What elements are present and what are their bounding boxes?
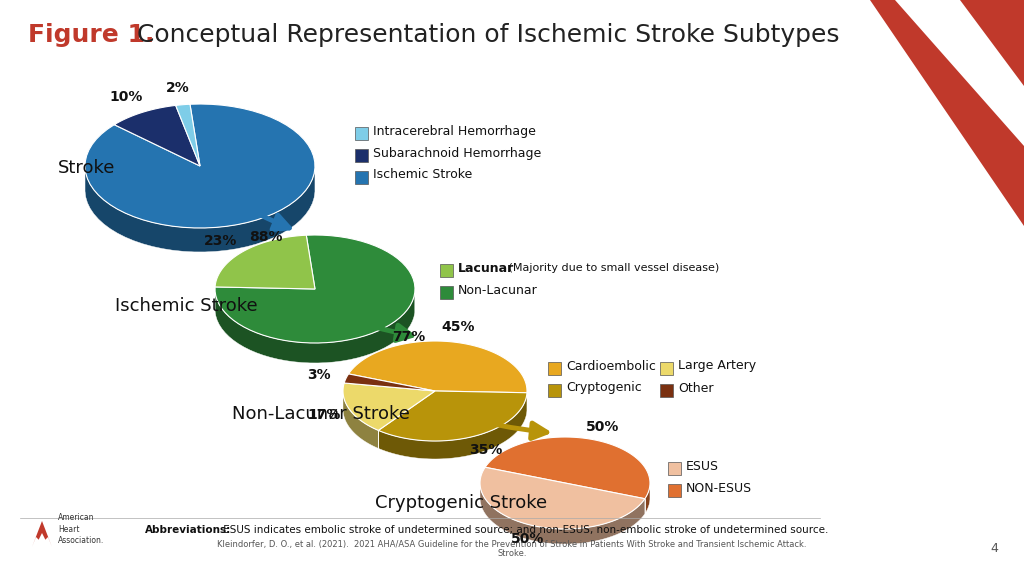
Text: 88%: 88%: [249, 230, 283, 244]
Text: Stroke.: Stroke.: [498, 550, 526, 559]
Text: American
Heart
Association.: American Heart Association.: [58, 513, 104, 545]
Text: Ischemic Stroke: Ischemic Stroke: [115, 297, 258, 315]
Text: 50%: 50%: [511, 532, 544, 546]
Text: Cardioembolic: Cardioembolic: [566, 359, 656, 373]
FancyBboxPatch shape: [660, 384, 673, 397]
Text: Stroke: Stroke: [58, 159, 116, 177]
Polygon shape: [35, 533, 49, 547]
Polygon shape: [961, 0, 1024, 86]
Text: Cryptogenic Stroke: Cryptogenic Stroke: [375, 494, 547, 512]
Text: Intracerebral Hemorrhage: Intracerebral Hemorrhage: [373, 124, 536, 138]
Text: 23%: 23%: [204, 234, 238, 248]
Text: ESUS indicates embolic stroke of undetermined source; and non-ESUS, non-embolic : ESUS indicates embolic stroke of undeter…: [220, 525, 828, 535]
Polygon shape: [348, 341, 527, 393]
Text: ESUS: ESUS: [686, 460, 719, 472]
Text: 35%: 35%: [469, 443, 502, 457]
Text: 77%: 77%: [392, 331, 426, 344]
Text: Non-Lacunar: Non-Lacunar: [458, 283, 538, 297]
Text: 4: 4: [990, 541, 998, 555]
Text: Kleindorfer, D. O., et al. (2021).  2021 AHA/ASA Guideline for the Prevention of: Kleindorfer, D. O., et al. (2021). 2021 …: [217, 540, 807, 548]
Polygon shape: [645, 484, 650, 514]
Text: Lacunar: Lacunar: [458, 262, 514, 275]
Polygon shape: [480, 467, 645, 529]
Polygon shape: [378, 393, 527, 459]
Polygon shape: [480, 484, 645, 544]
FancyBboxPatch shape: [355, 127, 368, 140]
Text: 2%: 2%: [166, 81, 189, 94]
Polygon shape: [343, 383, 435, 430]
Text: Other: Other: [678, 381, 714, 395]
Text: Ischemic Stroke: Ischemic Stroke: [373, 169, 472, 181]
FancyBboxPatch shape: [355, 149, 368, 162]
Polygon shape: [85, 104, 315, 228]
Text: Large Artery: Large Artery: [678, 359, 756, 373]
Polygon shape: [344, 374, 435, 391]
Text: (Majority due to small vessel disease): (Majority due to small vessel disease): [505, 263, 719, 273]
FancyBboxPatch shape: [440, 286, 453, 299]
FancyBboxPatch shape: [548, 384, 561, 397]
Text: Conceptual Representation of Ischemic Stroke Subtypes: Conceptual Representation of Ischemic St…: [121, 23, 840, 47]
Polygon shape: [870, 0, 1024, 226]
FancyBboxPatch shape: [548, 362, 561, 375]
FancyBboxPatch shape: [660, 362, 673, 375]
Text: NON-ESUS: NON-ESUS: [686, 482, 752, 495]
Polygon shape: [215, 235, 315, 289]
Polygon shape: [215, 291, 415, 363]
Polygon shape: [485, 437, 650, 499]
Polygon shape: [215, 235, 415, 343]
Text: 10%: 10%: [110, 90, 142, 104]
FancyBboxPatch shape: [668, 484, 681, 497]
Polygon shape: [378, 391, 527, 441]
Text: Abbreviations:: Abbreviations:: [145, 525, 231, 535]
FancyBboxPatch shape: [668, 462, 681, 475]
Text: 50%: 50%: [586, 420, 620, 434]
FancyBboxPatch shape: [355, 171, 368, 184]
Polygon shape: [343, 391, 378, 448]
FancyBboxPatch shape: [440, 264, 453, 277]
Text: 17%: 17%: [307, 408, 340, 422]
Polygon shape: [176, 104, 200, 166]
Text: Figure 1.: Figure 1.: [28, 23, 155, 47]
Text: 45%: 45%: [441, 320, 474, 334]
Polygon shape: [115, 105, 200, 166]
Text: 3%: 3%: [307, 367, 331, 382]
Polygon shape: [895, 0, 1024, 146]
Text: Non-Lacunar Stroke: Non-Lacunar Stroke: [232, 405, 410, 423]
Text: Subarachnoid Hemorrhage: Subarachnoid Hemorrhage: [373, 146, 542, 160]
Polygon shape: [85, 167, 315, 252]
Polygon shape: [32, 521, 52, 547]
Text: Cryptogenic: Cryptogenic: [566, 381, 642, 395]
